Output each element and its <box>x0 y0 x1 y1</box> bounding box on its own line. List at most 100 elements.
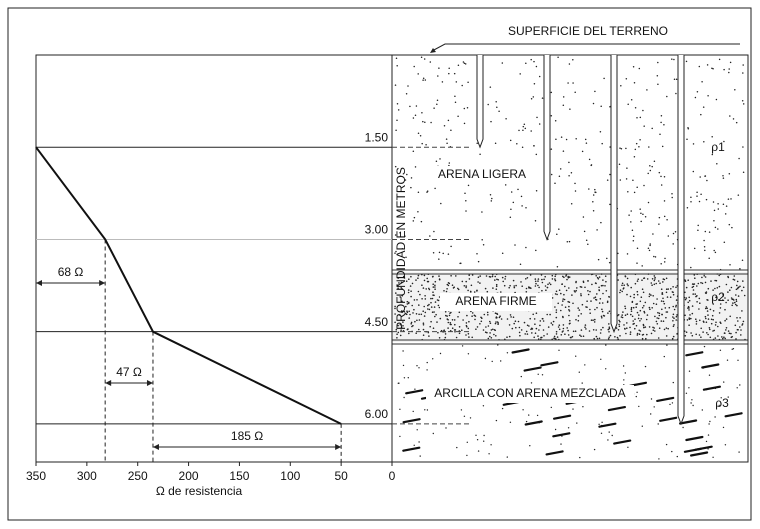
soil-dot <box>622 365 625 367</box>
soil-dot <box>539 324 541 327</box>
soil-dot <box>706 64 709 66</box>
soil-dot <box>570 203 573 205</box>
soil-dot <box>508 286 511 289</box>
soil-dot <box>439 317 442 320</box>
soil-dot <box>702 331 704 333</box>
soil-dot <box>648 326 651 328</box>
soil-dot <box>458 332 461 335</box>
soil-dot <box>665 277 668 280</box>
soil-dot <box>654 315 656 318</box>
soil-dot <box>396 65 398 67</box>
soil-dot <box>453 319 456 321</box>
soil-dot <box>728 332 731 335</box>
soil-dot <box>401 294 404 297</box>
soil-dot <box>636 280 639 282</box>
soil-dot <box>666 95 668 98</box>
soil-dot <box>709 336 712 339</box>
soil-dot <box>552 320 555 323</box>
soil-dot <box>410 323 413 325</box>
soil-dot <box>537 280 539 282</box>
soil-dot <box>704 230 707 233</box>
soil-dot <box>602 284 604 287</box>
soil-dot <box>726 359 729 361</box>
soil-dot <box>537 373 539 375</box>
soil-dot <box>497 279 500 281</box>
soil-dot <box>617 279 619 281</box>
soil-dot <box>445 427 447 429</box>
soil-dot <box>618 325 621 328</box>
soil-dot <box>409 105 411 108</box>
soil-dot <box>457 316 459 318</box>
soil-dot <box>635 395 637 398</box>
soil-dot <box>688 370 691 372</box>
soil-dot <box>467 184 470 187</box>
soil-dot <box>740 329 742 331</box>
soil-dot <box>447 321 450 324</box>
soil-dot <box>400 326 403 329</box>
soil-dot <box>433 230 435 233</box>
soil-dot <box>413 444 415 446</box>
soil-dot <box>562 316 564 319</box>
label-bg <box>440 293 552 311</box>
soil-dot <box>457 288 460 291</box>
soil-dot <box>643 277 645 280</box>
soil-dot <box>663 176 666 178</box>
soil-dot <box>656 323 659 325</box>
soil-dot <box>705 321 708 324</box>
soil-dot <box>661 145 664 148</box>
soil-dot <box>671 450 673 453</box>
soil-dot <box>660 262 662 265</box>
soil-dot <box>716 162 718 165</box>
soil-dot <box>591 283 593 286</box>
soil-dot <box>660 300 663 302</box>
soil-dot <box>520 329 523 331</box>
soil-dot <box>689 314 691 316</box>
resistivity-symbol: ρ3 <box>715 396 729 410</box>
soil-dot <box>732 348 735 350</box>
soil-dot <box>522 129 524 132</box>
soil-dot <box>541 374 544 376</box>
soil-dot <box>490 120 492 123</box>
soil-dot <box>674 231 677 233</box>
soil-dot <box>602 326 604 329</box>
soil-dot <box>418 328 420 331</box>
soil-dot <box>536 116 538 119</box>
soil-dot <box>741 100 744 102</box>
soil-dot <box>554 275 556 278</box>
soil-dot <box>486 311 489 314</box>
soil-dot <box>648 249 651 252</box>
soil-dot <box>636 186 638 189</box>
soil-dot <box>427 280 430 283</box>
soil-dot <box>428 308 431 311</box>
soil-dot <box>690 317 692 320</box>
soil-dot <box>477 450 480 452</box>
soil-dot <box>662 278 665 280</box>
soil-dot <box>703 245 706 248</box>
soil-dot <box>434 187 436 190</box>
soil-dot <box>411 325 413 328</box>
label-bg <box>426 385 634 403</box>
soil-dot <box>480 320 483 323</box>
soil-dot <box>675 315 678 318</box>
soil-dot <box>590 319 593 322</box>
soil-dot <box>566 278 568 281</box>
soil-dot <box>445 314 447 317</box>
soil-dot <box>651 278 654 280</box>
soil-dot <box>600 329 602 331</box>
soil-dot <box>476 142 478 144</box>
soil-dot <box>567 82 569 84</box>
soil-dot <box>669 403 671 406</box>
soil-dot <box>516 142 518 145</box>
soil-dot <box>723 68 725 71</box>
soil-dot <box>696 301 698 303</box>
soil-dot <box>504 184 507 186</box>
soil-dot <box>562 104 565 107</box>
soil-dot <box>501 276 504 279</box>
soil-dot <box>533 83 536 85</box>
soil-dot <box>572 82 574 84</box>
soil-dot <box>486 290 489 293</box>
soil-dot <box>579 286 582 288</box>
soil-dot <box>585 142 588 144</box>
soil-dot <box>603 315 606 317</box>
soil-dot <box>526 324 529 327</box>
